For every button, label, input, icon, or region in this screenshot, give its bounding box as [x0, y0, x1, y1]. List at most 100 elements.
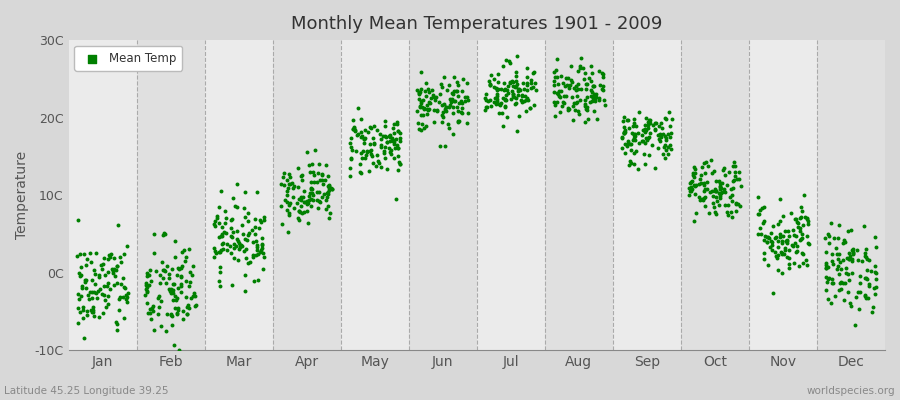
- Point: [571, 81, 585, 87]
- Point: [625, 147, 639, 154]
- Point: [868, 263, 882, 270]
- Point: [213, 187, 228, 194]
- Point: [478, 107, 492, 113]
- Point: [142, 310, 157, 316]
- Point: [494, 110, 508, 116]
- Point: [721, 212, 735, 218]
- Point: [208, 248, 222, 254]
- Point: [657, 144, 671, 150]
- Point: [496, 95, 510, 101]
- Point: [697, 180, 711, 186]
- Point: [232, 246, 247, 252]
- Point: [643, 116, 657, 123]
- Point: [705, 170, 719, 176]
- Point: [140, 286, 154, 292]
- Point: [627, 119, 642, 126]
- Point: [224, 216, 238, 222]
- Point: [319, 162, 333, 168]
- Point: [774, 249, 788, 255]
- Point: [104, 250, 118, 257]
- Point: [154, 298, 168, 304]
- Point: [95, 261, 110, 267]
- Point: [346, 125, 361, 132]
- Point: [844, 303, 859, 310]
- Point: [626, 123, 640, 130]
- Point: [300, 198, 314, 204]
- Point: [777, 233, 791, 240]
- Point: [662, 134, 677, 140]
- Point: [420, 106, 435, 112]
- Point: [374, 143, 388, 150]
- Point: [160, 311, 175, 318]
- Point: [148, 267, 163, 274]
- Point: [278, 197, 293, 203]
- Point: [778, 228, 792, 234]
- Point: [778, 247, 792, 254]
- Point: [631, 166, 645, 172]
- Point: [461, 97, 475, 103]
- Point: [501, 90, 516, 96]
- Point: [364, 124, 378, 130]
- Point: [699, 186, 714, 192]
- Point: [868, 268, 882, 275]
- Point: [765, 290, 779, 296]
- Point: [637, 129, 652, 135]
- Point: [98, 304, 112, 310]
- Point: [419, 80, 434, 86]
- Point: [71, 320, 86, 326]
- Point: [120, 294, 134, 300]
- Point: [586, 83, 600, 89]
- Point: [379, 166, 393, 172]
- Point: [718, 202, 733, 208]
- Point: [212, 269, 227, 275]
- Point: [648, 127, 662, 134]
- Point: [345, 147, 359, 154]
- Point: [351, 131, 365, 137]
- Point: [684, 188, 698, 194]
- Point: [140, 288, 154, 295]
- Point: [303, 168, 318, 175]
- Point: [77, 277, 92, 284]
- Point: [380, 139, 394, 145]
- Point: [119, 291, 133, 298]
- Point: [758, 233, 772, 240]
- Point: [323, 185, 338, 192]
- Point: [796, 222, 810, 229]
- Point: [764, 238, 778, 244]
- Point: [639, 115, 653, 121]
- Point: [165, 322, 179, 328]
- Point: [281, 229, 295, 236]
- Point: [520, 74, 535, 80]
- Point: [322, 210, 337, 216]
- Point: [578, 96, 592, 103]
- Point: [101, 293, 115, 299]
- Point: [184, 272, 199, 279]
- Point: [775, 249, 789, 256]
- Point: [238, 188, 252, 195]
- Point: [704, 157, 718, 163]
- Point: [105, 266, 120, 272]
- Point: [96, 310, 111, 316]
- Point: [422, 89, 436, 95]
- Point: [819, 265, 833, 272]
- Point: [321, 202, 336, 209]
- Point: [255, 242, 269, 248]
- Point: [645, 122, 660, 128]
- Point: [556, 92, 571, 99]
- Point: [732, 176, 746, 183]
- Point: [520, 80, 535, 87]
- Point: [525, 80, 539, 86]
- Point: [219, 215, 233, 221]
- Point: [170, 272, 184, 278]
- Point: [223, 249, 238, 256]
- Point: [95, 291, 110, 297]
- Point: [780, 254, 795, 260]
- Point: [73, 264, 87, 270]
- Point: [306, 169, 320, 175]
- Point: [300, 208, 314, 214]
- Point: [235, 242, 249, 249]
- Point: [554, 88, 568, 94]
- Point: [240, 237, 255, 243]
- Point: [821, 264, 835, 270]
- Point: [353, 161, 367, 167]
